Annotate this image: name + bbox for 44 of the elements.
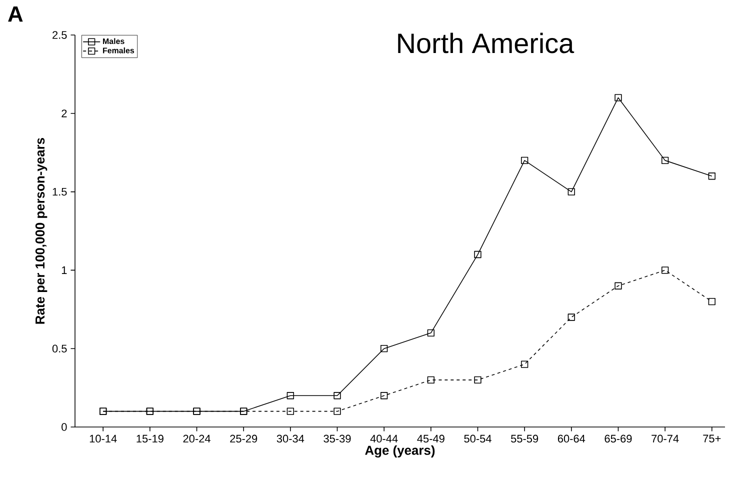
point — [380, 345, 388, 352]
y-tick-label: 0.5 — [52, 344, 67, 352]
x-tick-label: 15-19 — [136, 434, 164, 443]
y-tick-label: 1 — [62, 266, 67, 274]
y-tick-label: 0 — [62, 423, 67, 431]
point — [708, 172, 716, 180]
point — [427, 329, 434, 337]
chart-title: North America — [398, 32, 574, 54]
x-axis-title: Age (years) — [365, 445, 435, 458]
x-tick-label: 75+ — [703, 434, 721, 442]
y-tick-label: 2 — [62, 110, 67, 118]
x-tick-label: 60-64 — [558, 434, 586, 443]
point — [286, 392, 294, 400]
point — [708, 298, 716, 306]
point — [520, 156, 528, 164]
x-tick-label: 55-59 — [510, 434, 538, 443]
x-tick-label: 50-54 — [464, 434, 492, 443]
point — [614, 282, 622, 290]
point — [520, 360, 528, 368]
point — [661, 266, 669, 274]
text: A — [8, 6, 23, 22]
point — [568, 188, 575, 196]
x-tick-label: 70-74 — [652, 434, 679, 443]
point — [614, 94, 622, 102]
x-tick-label: 45-49 — [417, 434, 444, 443]
point — [334, 392, 341, 400]
y-tick-label: 1.5 — [52, 188, 67, 196]
point — [427, 376, 434, 384]
x-tick-label: 30-34 — [276, 434, 304, 443]
x-tick-label: 40-44 — [370, 434, 398, 443]
x-tick-label: 25-29 — [230, 434, 258, 443]
y-tick-label: 2.5 — [52, 31, 67, 39]
point — [286, 408, 294, 415]
point — [380, 392, 388, 400]
x-tick-label: 35-39 — [324, 434, 351, 443]
point — [474, 376, 482, 384]
point — [334, 408, 341, 415]
point — [474, 250, 482, 258]
x-tick-label: 65-69 — [604, 434, 632, 443]
y-axis-title: Rate per 100,000 person-years — [35, 138, 48, 324]
point — [661, 156, 669, 164]
x-tick-label: 20-24 — [183, 434, 210, 443]
x-tick-label: 10-14 — [90, 434, 117, 443]
point — [568, 314, 575, 321]
